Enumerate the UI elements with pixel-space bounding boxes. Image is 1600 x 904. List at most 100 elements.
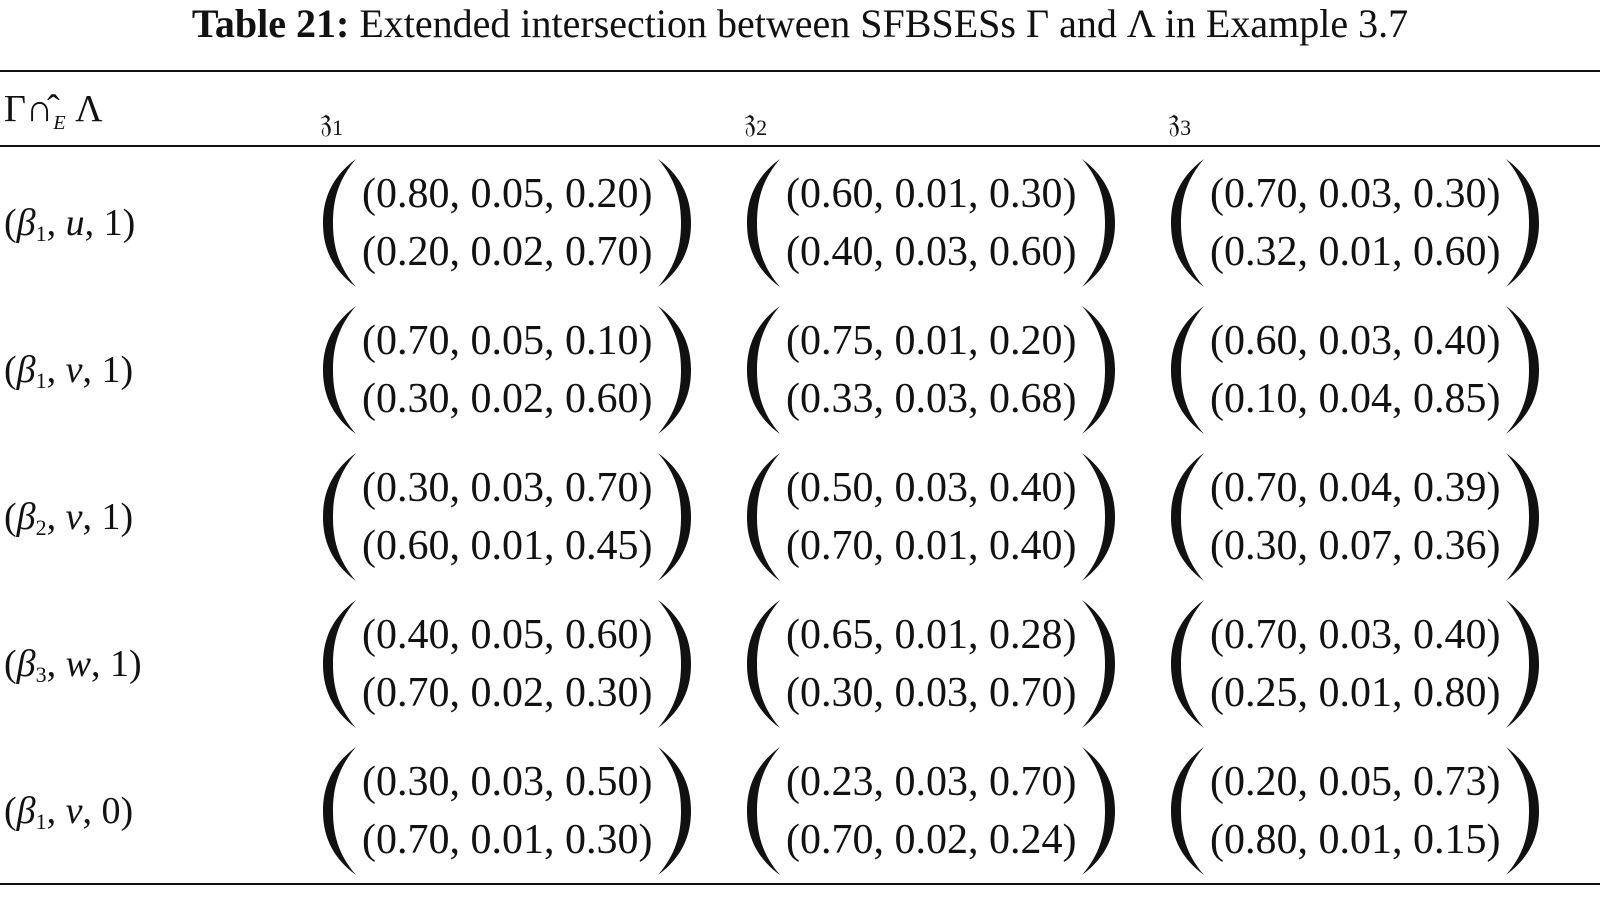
column-subscript: 1 (332, 115, 344, 140)
row-label: (β1, v, 1) (4, 343, 133, 408)
label-variable: v (65, 496, 83, 538)
cell-value-bottom: (0.20, 0.02, 0.70) (362, 229, 653, 275)
left-paren (747, 306, 780, 434)
right-paren (1082, 306, 1116, 434)
left-paren (747, 747, 780, 875)
left-paren (1171, 306, 1204, 434)
cell-value-bottom: (0.33, 0.03, 0.68) (786, 376, 1077, 422)
matrix-cell: (0.23, 0.03, 0.70) (0.70, 0.02, 0.24) (740, 744, 1122, 878)
cell-values: (0.30, 0.03, 0.70) (0.60, 0.01, 0.45) (360, 459, 654, 575)
label-beta: β (16, 496, 36, 538)
cell-values: (0.40, 0.05, 0.60) (0.70, 0.02, 0.30) (360, 606, 654, 722)
right-paren (1082, 600, 1116, 728)
label-variable: v (65, 349, 83, 391)
right-paren (658, 600, 692, 728)
cell-value-top: (0.70, 0.05, 0.10) (362, 318, 653, 364)
table-row: (β2, v, 1) (0.30, 0.03, 0.70) (0.60, 0.01,… (0, 444, 1600, 591)
label-beta: β (16, 202, 36, 244)
left-paren (323, 306, 356, 434)
label-open-paren: ( (4, 349, 17, 391)
right-paren (1506, 159, 1540, 287)
cell-value-top: (0.50, 0.03, 0.40) (786, 465, 1077, 511)
left-paren (323, 159, 356, 287)
matrix-cell: (0.80, 0.05, 0.20) (0.20, 0.02, 0.70) (316, 156, 698, 290)
table-label: Table 21: (191, 1, 350, 46)
table-body: (β1, u, 1) (0.80, 0.05, 0.20) (0.20, 0.02,… (0, 150, 1600, 885)
label-open-paren: ( (4, 790, 17, 832)
label-open-paren: ( (4, 202, 17, 244)
extended-intersection-operator: ∩̂ (25, 88, 54, 130)
left-paren (1171, 453, 1204, 581)
left-paren (1171, 747, 1204, 875)
matrix-cell: (0.60, 0.03, 0.40) (0.10, 0.04, 0.85) (1164, 303, 1546, 437)
label-beta: β (16, 790, 36, 832)
cell-value-bottom: (0.70, 0.01, 0.30) (362, 817, 653, 863)
table-caption-text: Extended intersection between SFBSESs Γ … (359, 1, 1409, 46)
right-paren (658, 159, 692, 287)
cell-value-bottom: (0.30, 0.03, 0.70) (786, 670, 1077, 716)
matrix-cell: (0.70, 0.04, 0.39) (0.30, 0.07, 0.36) (1164, 450, 1546, 584)
table-header: Γ∩̂E Λ 𝔷1 𝔷2 𝔷3 (0, 84, 1600, 140)
cell-value-top: (0.60, 0.03, 0.40) (1210, 318, 1501, 364)
corner-lambda: Λ (75, 88, 103, 130)
label-variable: v (65, 790, 83, 832)
label-beta: β (16, 349, 36, 391)
label-beta-subscript: 2 (35, 515, 47, 540)
cell-values: (0.70, 0.04, 0.39) (0.30, 0.07, 0.36) (1208, 459, 1502, 575)
cell-value-bottom: (0.80, 0.01, 0.15) (1210, 817, 1501, 863)
cell-value-bottom: (0.25, 0.01, 0.80) (1210, 670, 1501, 716)
cell-value-top: (0.20, 0.05, 0.73) (1210, 759, 1501, 805)
bottom-rule (0, 883, 1600, 885)
label-tail: , 1) (82, 349, 134, 391)
cell-value-top: (0.30, 0.03, 0.70) (362, 465, 653, 511)
matrix-cell: (0.30, 0.03, 0.70) (0.60, 0.01, 0.45) (316, 450, 698, 584)
column-header-3: 𝔷3 (1168, 94, 1191, 153)
column-subscript: 3 (1180, 115, 1192, 140)
cell-value-bottom: (0.70, 0.01, 0.40) (786, 523, 1077, 569)
table-row: (β1, u, 1) (0.80, 0.05, 0.20) (0.20, 0.02,… (0, 150, 1600, 297)
cell-value-top: (0.80, 0.05, 0.20) (362, 171, 653, 217)
table-caption: Table 21: Extended intersection between … (0, 0, 1600, 56)
table-row: (β1, v, 1) (0.70, 0.05, 0.10) (0.30, 0.02,… (0, 297, 1600, 444)
cell-value-top: (0.65, 0.01, 0.28) (786, 612, 1077, 658)
label-comma: , (46, 202, 66, 244)
left-paren (747, 600, 780, 728)
cell-value-top: (0.70, 0.03, 0.40) (1210, 612, 1501, 658)
label-open-paren: ( (4, 496, 17, 538)
cell-value-bottom: (0.40, 0.03, 0.60) (786, 229, 1077, 275)
cell-value-top: (0.70, 0.03, 0.30) (1210, 171, 1501, 217)
matrix-cell: (0.75, 0.01, 0.20) (0.33, 0.03, 0.68) (740, 303, 1122, 437)
cell-value-top: (0.30, 0.03, 0.50) (362, 759, 653, 805)
cell-value-top: (0.70, 0.04, 0.39) (1210, 465, 1501, 511)
cell-value-bottom: (0.70, 0.02, 0.24) (786, 817, 1077, 863)
corner-gamma: Γ (4, 88, 26, 130)
right-paren (1506, 600, 1540, 728)
cell-value-bottom: (0.32, 0.01, 0.60) (1210, 229, 1501, 275)
cell-value-bottom: (0.70, 0.02, 0.30) (362, 670, 653, 716)
cell-value-bottom: (0.10, 0.04, 0.85) (1210, 376, 1501, 422)
matrix-cell: (0.65, 0.01, 0.28) (0.30, 0.03, 0.70) (740, 597, 1122, 731)
table-row: (β3, w, 1) (0.40, 0.05, 0.60) (0.70, 0.02,… (0, 591, 1600, 738)
matrix-cell: (0.70, 0.03, 0.40) (0.25, 0.01, 0.80) (1164, 597, 1546, 731)
right-paren (1506, 747, 1540, 875)
label-beta-subscript: 1 (35, 221, 47, 246)
cell-value-top: (0.75, 0.01, 0.20) (786, 318, 1077, 364)
label-tail: , 1) (84, 202, 136, 244)
label-comma: , (46, 790, 66, 832)
row-label: (β1, u, 1) (4, 196, 135, 261)
left-paren (323, 600, 356, 728)
matrix-cell: (0.50, 0.03, 0.40) (0.70, 0.01, 0.40) (740, 450, 1122, 584)
column-symbol: 𝔷 (744, 102, 757, 139)
row-label: (β1, v, 0) (4, 784, 133, 849)
column-header-1: 𝔷1 (320, 94, 343, 153)
cell-values: (0.75, 0.01, 0.20) (0.33, 0.03, 0.68) (784, 312, 1078, 428)
cell-value-top: (0.23, 0.03, 0.70) (786, 759, 1077, 805)
left-paren (747, 453, 780, 581)
matrix-cell: (0.70, 0.05, 0.10) (0.30, 0.02, 0.60) (316, 303, 698, 437)
matrix-cell: (0.20, 0.05, 0.73) (0.80, 0.01, 0.15) (1164, 744, 1546, 878)
matrix-cell: (0.70, 0.03, 0.30) (0.32, 0.01, 0.60) (1164, 156, 1546, 290)
right-paren (1506, 453, 1540, 581)
left-paren (1171, 159, 1204, 287)
left-paren (1171, 600, 1204, 728)
column-header-2: 𝔷2 (744, 94, 767, 153)
